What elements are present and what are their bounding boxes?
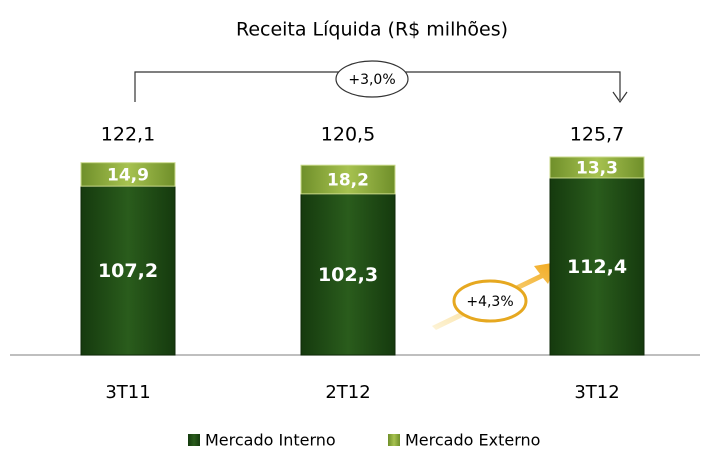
annotation: +4,3%	[466, 294, 513, 310]
annotation-ellipse	[452, 279, 528, 323]
annotation: +3,0%	[348, 72, 395, 88]
x-tick-label: 3T11	[105, 382, 150, 403]
legend-label: Mercado Interno	[205, 431, 336, 450]
data-label: 13,3	[576, 158, 618, 178]
bracket-arrow	[612, 91, 628, 104]
data-label: 112,4	[567, 256, 627, 278]
legend-swatch	[188, 434, 200, 446]
x-tick-label: 2T12	[325, 382, 370, 403]
bar-segment	[300, 193, 396, 356]
data-label: 102,3	[318, 264, 378, 286]
data-label: 18,2	[327, 171, 369, 191]
legend-swatch	[388, 434, 400, 446]
data-label: 107,2	[98, 260, 158, 282]
chart-title: Receita Líquida (R$ milhões)	[236, 19, 508, 41]
x-tick-label: 3T12	[574, 382, 619, 403]
data-label: 14,9	[107, 165, 149, 185]
total-label: 120,5	[321, 124, 375, 146]
bar-segment	[549, 177, 645, 356]
bar-segment	[549, 156, 645, 179]
bar-segment	[300, 164, 396, 195]
bar-segment	[80, 185, 176, 356]
legend-label: Mercado Externo	[405, 431, 540, 450]
annotation-ellipse	[335, 60, 409, 98]
total-label: 122,1	[101, 124, 155, 146]
total-label: 125,7	[570, 124, 624, 146]
bar-segment	[80, 162, 176, 187]
